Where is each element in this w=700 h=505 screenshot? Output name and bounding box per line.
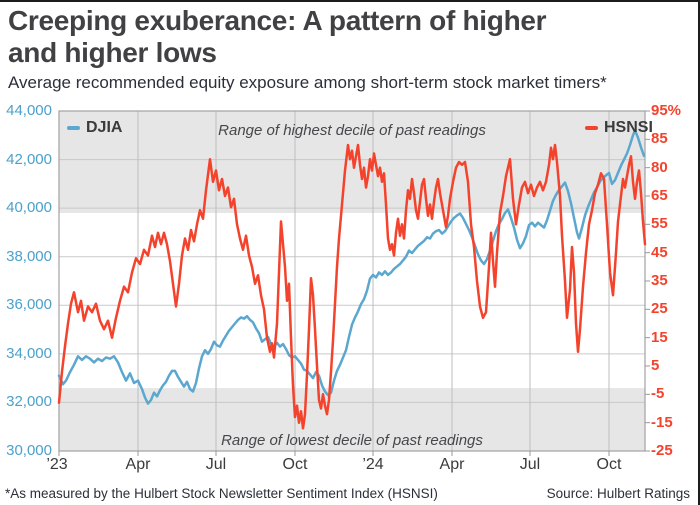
y-axis-right-label: -5 (651, 385, 665, 403)
legend-hsnsi: HSNSI (585, 119, 653, 137)
y-axis-right-label: 5 (651, 357, 660, 374)
footnote: *As measured by the Hulbert Stock Newsle… (5, 486, 438, 501)
y-axis-right-label: 35 (651, 272, 668, 289)
x-axis-label: ’23 (46, 456, 68, 473)
series-line-djia (57, 129, 646, 405)
y-axis-right-label: -25 (651, 442, 673, 459)
x-axis-label: Jul (519, 456, 541, 473)
x-axis-label: ’24 (362, 456, 384, 473)
x-axis-label: Apr (125, 456, 151, 473)
y-axis-left-label: 32,000 (6, 393, 52, 411)
legend-djia: DJIA (67, 119, 122, 137)
djia-line-swatch-icon (67, 126, 80, 130)
x-axis-label: Jul (205, 456, 227, 473)
lowest-decile-band-annotation: Range of lowest decile of past readings (221, 432, 483, 449)
y-axis-right-label: 45 (651, 243, 668, 261)
right-border-strip (698, 0, 700, 505)
legend-djia-label: DJIA (86, 119, 123, 136)
y-axis-right-label: 80 (651, 158, 668, 176)
x-axis-label: Oct (282, 456, 308, 473)
y-axis-left-label: 40,000 (6, 199, 52, 217)
chart-subtitle: Average recommended equity exposure amon… (8, 73, 607, 92)
source-credit: Source: Hulbert Ratings (546, 486, 690, 501)
hsnsi-line-swatch-icon (585, 126, 598, 130)
y-axis-left-label: 44,000 (6, 102, 52, 119)
x-axis-label: Apr (439, 456, 465, 473)
chart-title-line2: and higher lows (8, 37, 217, 69)
x-axis-label: Oct (596, 456, 622, 473)
highest-decile-band-annotation: Range of highest decile of past readings (218, 122, 486, 139)
y-axis-right-label: 25 (651, 300, 668, 318)
lowest-decile-band (59, 388, 645, 451)
y-axis-right-label: 65 (651, 187, 668, 204)
y-axis-right-label: 15 (651, 328, 668, 346)
y-axis-right-label: 85 (651, 130, 668, 148)
y-axis-left-label: 30,000 (6, 442, 52, 459)
y-axis-left-label: 42,000 (6, 150, 52, 168)
chart-title: Creeping exuberance: A pattern of higher… (8, 5, 668, 69)
y-axis-right-label: 95% (651, 102, 682, 119)
legend-hsnsi-label: HSNSI (604, 119, 653, 136)
y-axis-left-label: 34,000 (6, 344, 52, 362)
chart-title-line1: Creeping exuberance: A pattern of higher (8, 5, 547, 36)
y-axis-left-label: 36,000 (6, 296, 52, 314)
top-border-strip (0, 0, 700, 2)
y-axis-left-label: 38,000 (6, 247, 52, 265)
y-axis-right-label: -15 (651, 413, 673, 431)
highest-decile-band (59, 111, 645, 213)
y-axis-right-label: 55 (651, 215, 668, 233)
series-line-hsnsi (57, 143, 647, 430)
